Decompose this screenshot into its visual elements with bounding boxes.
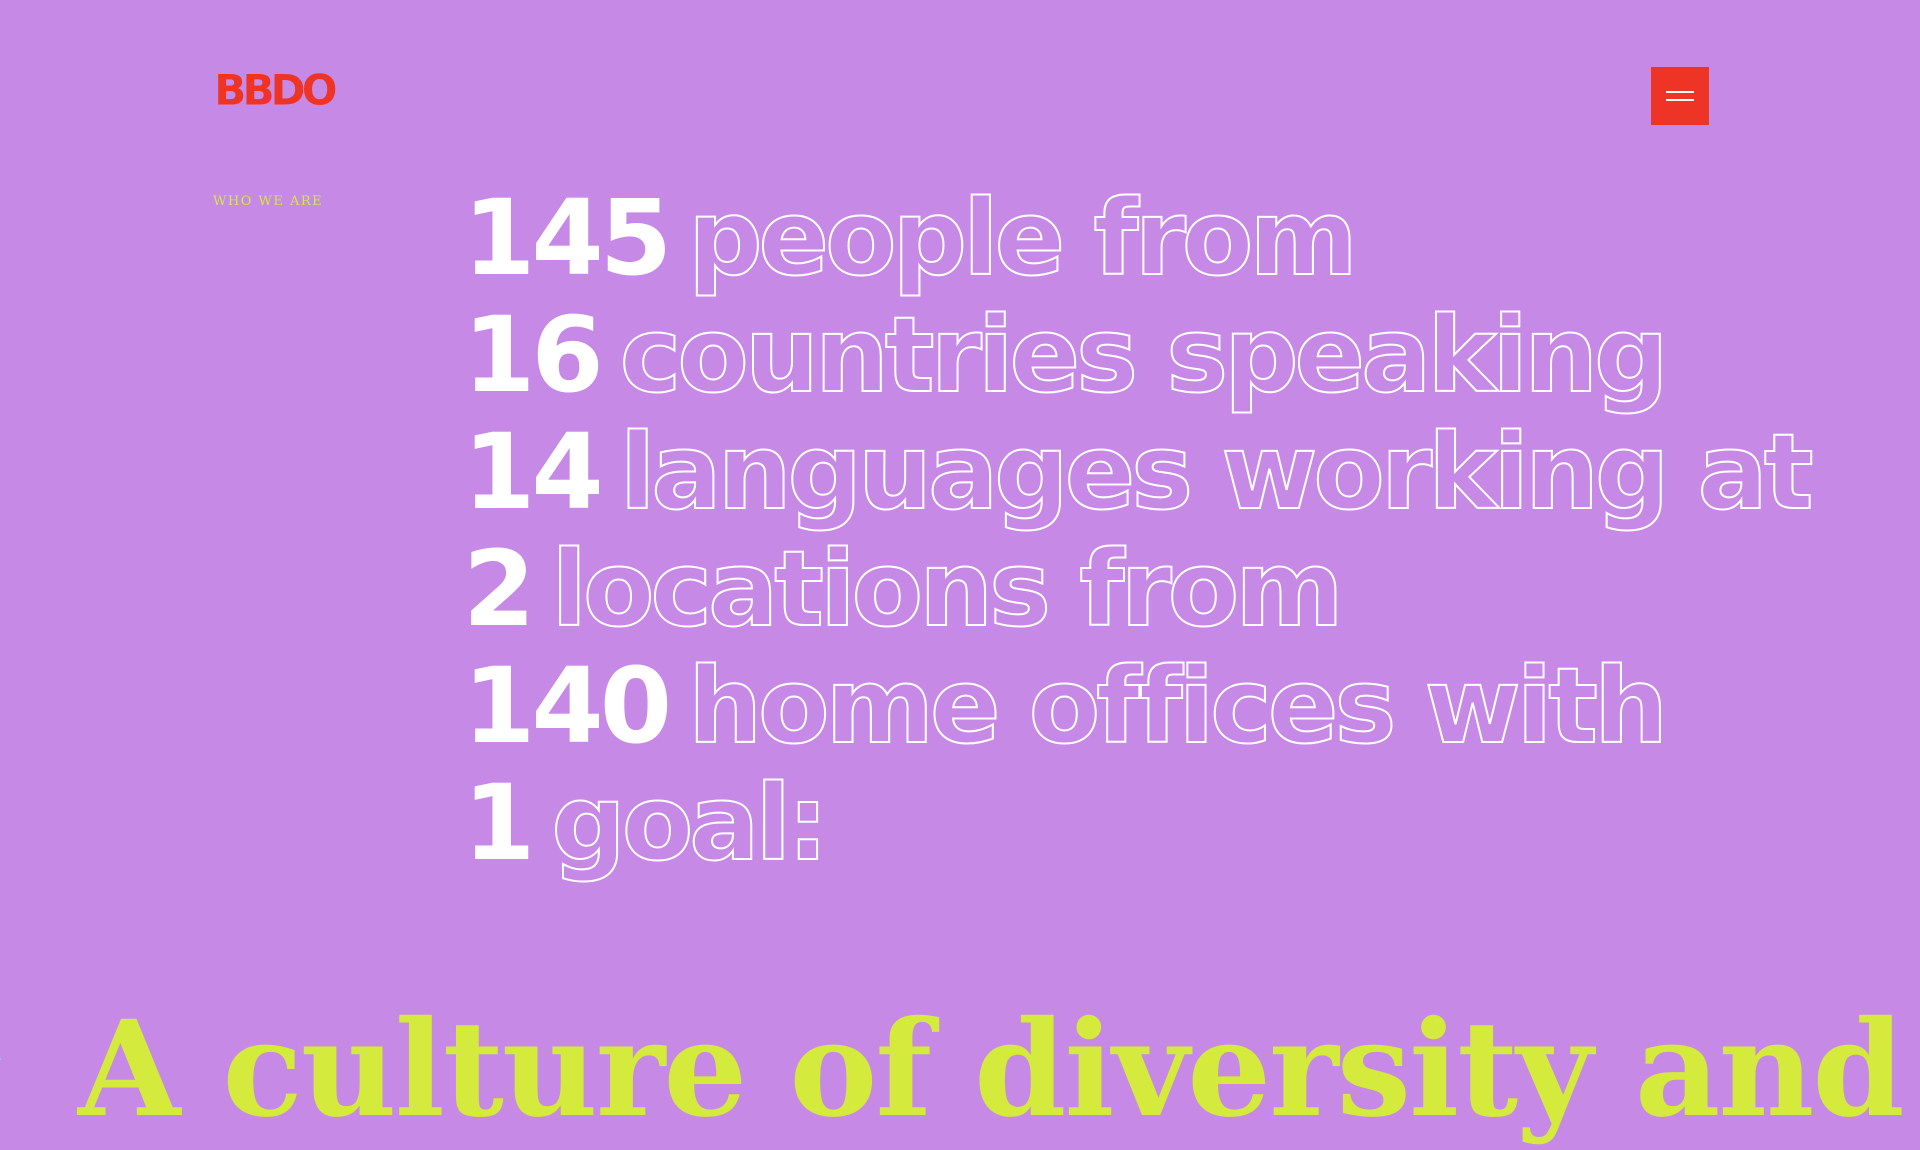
hamburger-icon bbox=[1666, 91, 1694, 101]
stat-line: 2 locations from bbox=[463, 528, 1810, 650]
culture-heading: A culture of diversity and cre bbox=[78, 992, 1920, 1147]
edge-decoration bbox=[0, 1048, 12, 1060]
menu-button[interactable] bbox=[1651, 67, 1709, 125]
stat-number: 16 bbox=[463, 294, 604, 416]
bbdo-logo[interactable]: BBDO bbox=[208, 70, 348, 110]
stat-line: 14 languages working at bbox=[463, 411, 1815, 533]
stat-number: 140 bbox=[463, 645, 672, 767]
stat-text: languages working at bbox=[619, 411, 1815, 533]
stat-number: 2 bbox=[463, 528, 535, 650]
stat-line: 1 goal: bbox=[463, 762, 1810, 884]
logo-text: BBDO bbox=[214, 70, 336, 110]
stat-line: 16 countries speaking bbox=[463, 294, 1810, 416]
stat-line: 140 home offices with bbox=[463, 645, 1810, 767]
stat-text: home offices with bbox=[687, 645, 1669, 767]
stat-number: 14 bbox=[463, 411, 604, 533]
stat-number: 1 bbox=[463, 762, 535, 884]
stat-line: 145 people from bbox=[463, 177, 1810, 299]
stat-text: locations from bbox=[550, 528, 1344, 650]
stat-text: countries speaking bbox=[619, 294, 1670, 416]
stat-text: goal: bbox=[550, 762, 829, 884]
stat-number: 145 bbox=[463, 177, 672, 299]
stat-text: people from bbox=[687, 177, 1359, 299]
section-label: WHO WE ARE bbox=[213, 194, 324, 209]
stats-list: 145 people from 16 countries speaking 14 la… bbox=[463, 177, 1815, 884]
